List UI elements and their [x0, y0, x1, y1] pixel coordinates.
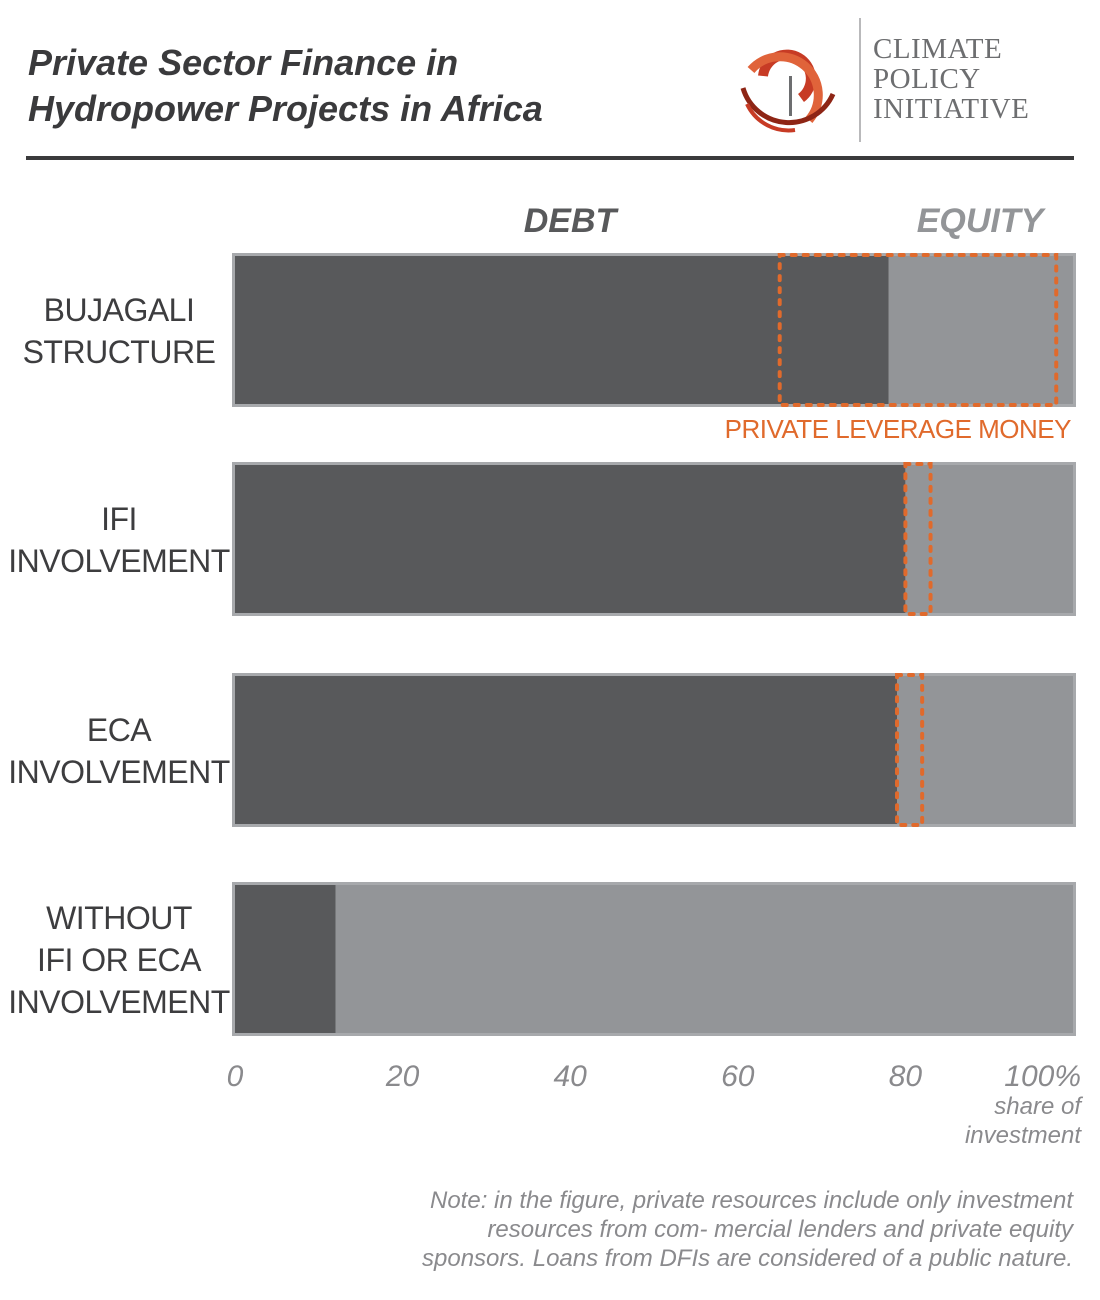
footnote-line-3: sponsors. Loans from DFIs are considered…	[422, 1245, 1073, 1272]
bar-equity	[335, 885, 1073, 1033]
category-label: INVOLVEMENT	[8, 754, 230, 790]
category-label: INVOLVEMENT	[8, 984, 230, 1020]
x-tick-label: 40	[554, 1060, 588, 1093]
x-axis-label: share of	[994, 1093, 1083, 1120]
legend-debt: DEBT	[524, 202, 620, 240]
category-label: WITHOUT	[46, 900, 192, 936]
bar-debt	[235, 676, 898, 824]
footnote: Note: in the figure, private resources i…	[353, 1186, 1073, 1273]
legend-equity: EQUITY	[917, 202, 1047, 240]
bar-debt	[235, 885, 336, 1033]
category-label: STRUCTURE	[23, 334, 216, 370]
logo-wordmark: CLIMATE POLICY INITIATIVE	[873, 34, 1029, 124]
category-label: BUJAGALI	[44, 292, 195, 328]
footnote-line-2: resources from com- mercial lenders and …	[487, 1216, 1073, 1243]
category-label: ECA	[87, 712, 152, 748]
cpi-circle-icon	[740, 49, 836, 133]
bar-equity	[888, 256, 1073, 404]
private-leverage-label: PRIVATE LEVERAGE MONEY	[725, 414, 1072, 444]
chart-title-line-2: Hydropower Projects in Africa	[28, 88, 543, 129]
title-divider	[26, 156, 1074, 160]
x-tick-label: 0	[227, 1060, 244, 1093]
bar-debt	[235, 256, 889, 404]
x-tick-label: 20	[385, 1060, 420, 1093]
logo-line-1: CLIMATE	[873, 33, 1003, 65]
x-tick-label: 80	[889, 1060, 923, 1093]
logo-line-3: INITIATIVE	[873, 93, 1030, 125]
private-leverage-box	[777, 253, 1059, 407]
logo-line-2: POLICY	[873, 63, 981, 95]
category-label: IFI OR ECA	[37, 942, 202, 978]
footnote-line-1: Note: in the figure, private resources i…	[430, 1187, 1073, 1214]
category-label: IFI	[101, 501, 137, 537]
private-leverage-box	[903, 462, 933, 616]
x-tick-label: 100%	[1004, 1060, 1081, 1093]
logo-divider	[859, 18, 861, 142]
x-axis-label: investment	[965, 1122, 1082, 1149]
private-leverage-box	[895, 673, 925, 827]
chart-title-line-1: Private Sector Finance in	[28, 42, 459, 83]
bar-debt	[235, 465, 906, 613]
climate-policy-initiative-logo: CLIMATE POLICY INITIATIVE	[735, 18, 1075, 143]
chart-title: Private Sector Finance in Hydropower Pro…	[28, 40, 543, 132]
category-label: INVOLVEMENT	[8, 543, 230, 579]
x-tick-label: 60	[721, 1060, 755, 1093]
bar-equity	[897, 676, 1073, 824]
bar-equity	[905, 465, 1073, 613]
